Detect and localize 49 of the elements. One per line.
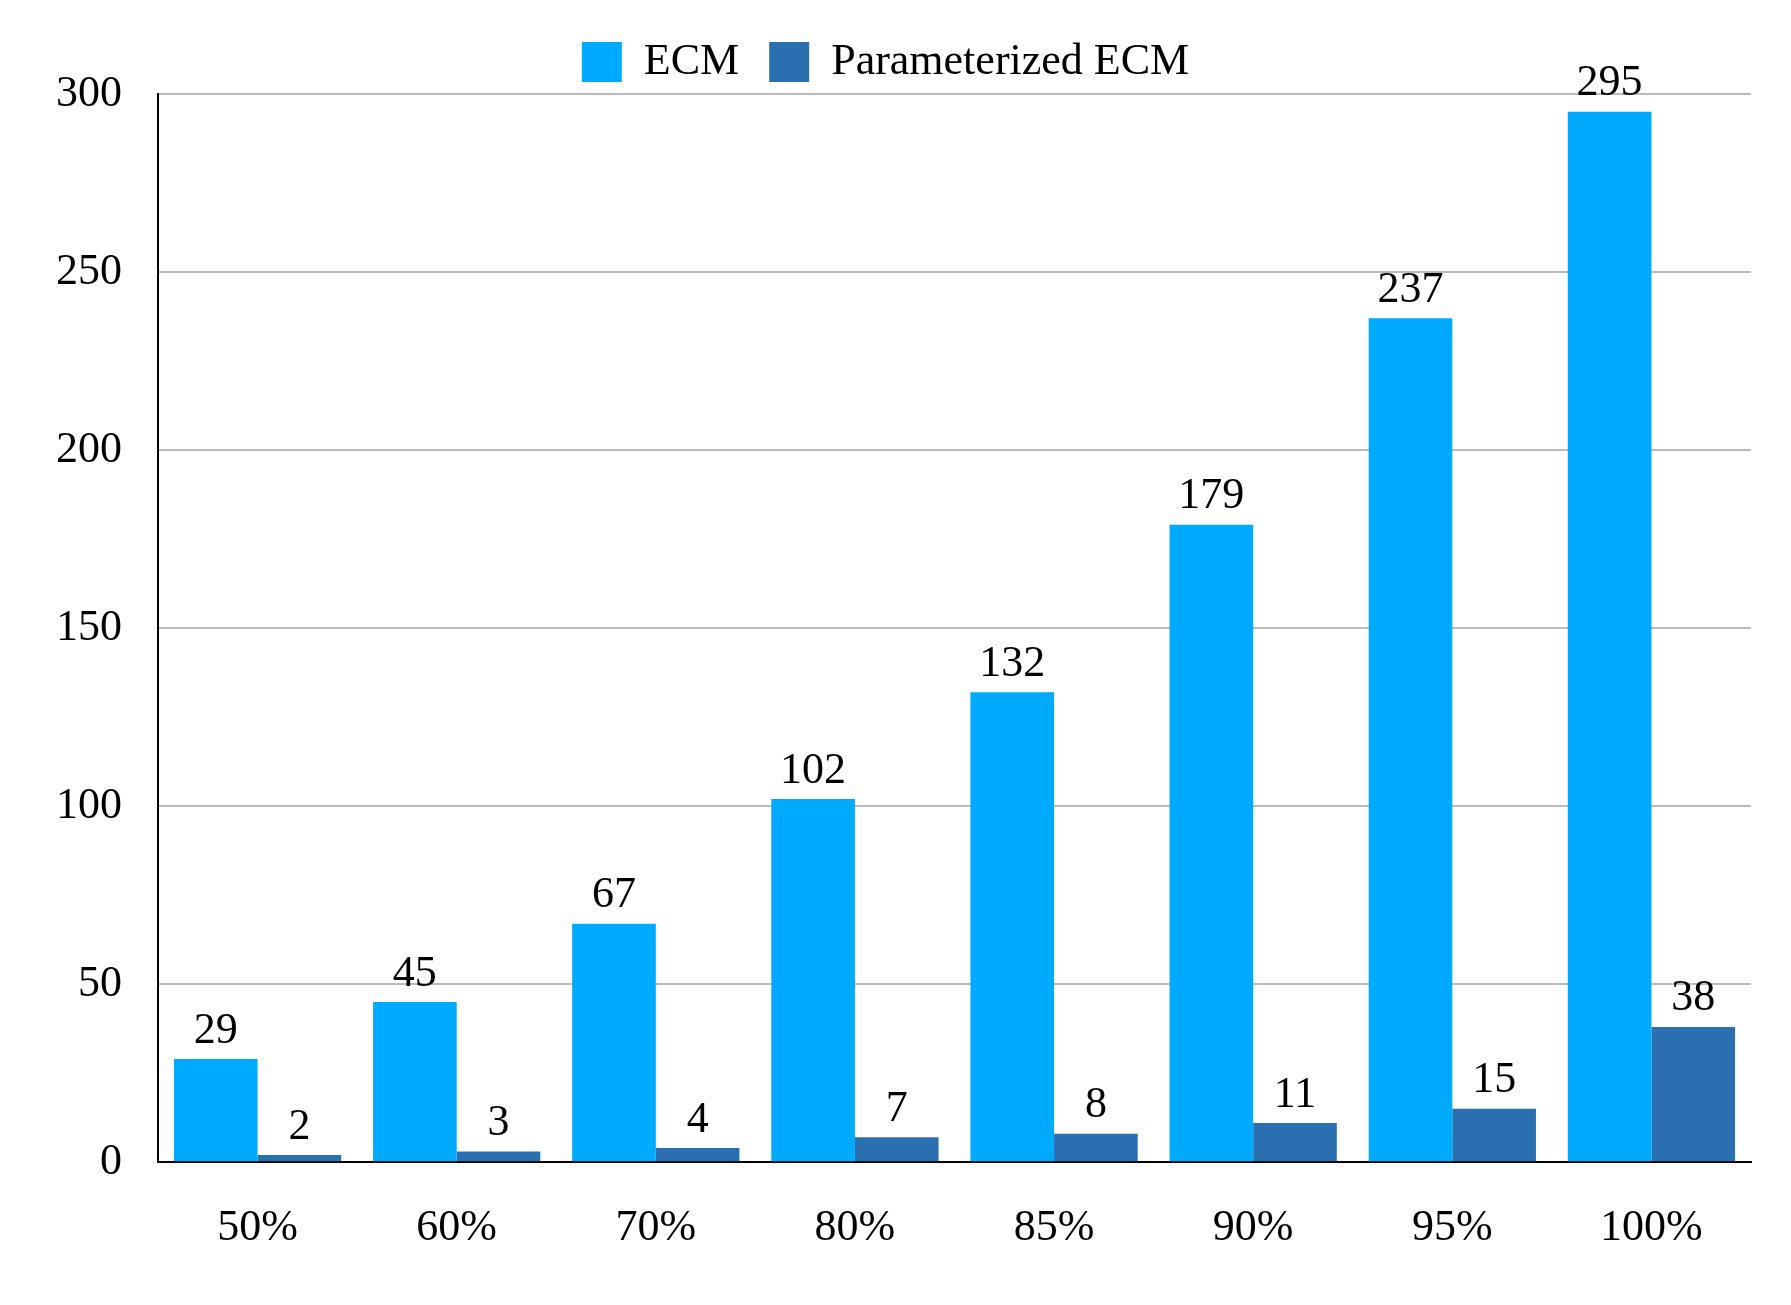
- data-label: 7: [885, 1081, 908, 1131]
- data-label: 38: [1671, 971, 1716, 1021]
- x-tick-label: 80%: [814, 1201, 896, 1251]
- data-label: 4: [686, 1092, 709, 1142]
- data-label: 2: [288, 1099, 311, 1149]
- x-tick-label: 100%: [1600, 1201, 1703, 1251]
- data-label: 11: [1273, 1067, 1317, 1117]
- bar: [1054, 1133, 1138, 1162]
- y-tick-label: 50: [78, 956, 122, 1006]
- bar: [572, 923, 656, 1162]
- y-tick-label: 100: [56, 778, 122, 828]
- bar: [1651, 1026, 1736, 1162]
- x-tick-label: 95%: [1411, 1201, 1493, 1251]
- bar: [854, 1137, 939, 1162]
- data-label: 102: [780, 743, 847, 793]
- y-tick-label: 150: [56, 600, 122, 650]
- data-label: 132: [979, 636, 1046, 686]
- bar: [655, 1147, 740, 1162]
- y-tick-label: 250: [56, 244, 122, 294]
- bar: [173, 1058, 258, 1162]
- data-label: 45: [392, 946, 437, 996]
- bar: [1253, 1123, 1337, 1162]
- data-label: 295: [1576, 56, 1643, 106]
- x-tick-label: 85%: [1013, 1201, 1095, 1251]
- bar: [1169, 524, 1254, 1162]
- y-tick-label: 0: [100, 1134, 122, 1184]
- bar: [970, 692, 1055, 1162]
- legend-label: ECM: [643, 34, 740, 84]
- bar: [1368, 318, 1453, 1162]
- x-tick-label: 90%: [1212, 1201, 1294, 1251]
- data-label: 179: [1178, 469, 1245, 519]
- x-tick-label: 60%: [416, 1201, 498, 1251]
- y-tick-label: 300: [56, 66, 122, 116]
- bar: [1567, 111, 1652, 1162]
- data-label: 67: [592, 868, 636, 918]
- legend-label: Parameterized ECM: [831, 34, 1190, 84]
- data-label: 29: [193, 1003, 238, 1053]
- x-tick-label: 70%: [615, 1201, 697, 1251]
- data-label: 15: [1472, 1053, 1517, 1103]
- x-tick-label: 50%: [217, 1201, 298, 1251]
- bar: [456, 1151, 541, 1162]
- bar: [257, 1155, 342, 1162]
- bar: [771, 799, 855, 1162]
- bar: [1452, 1108, 1536, 1162]
- y-tick-label: 200: [56, 422, 122, 472]
- data-label: 8: [1084, 1078, 1107, 1128]
- bar: [373, 1001, 457, 1162]
- data-label: 3: [487, 1096, 510, 1146]
- data-label: 237: [1377, 262, 1444, 312]
